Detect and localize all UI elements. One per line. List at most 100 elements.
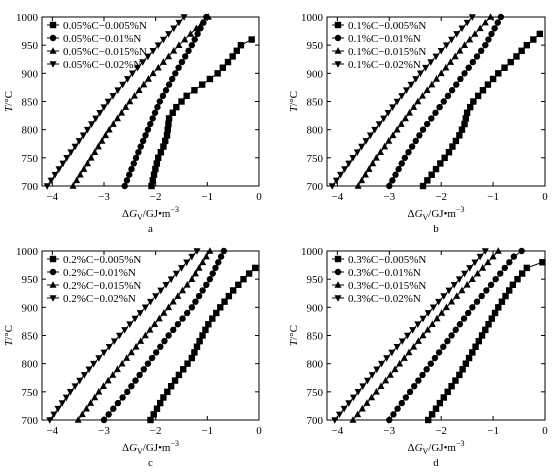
data-point [87, 154, 95, 161]
data-point [440, 394, 447, 401]
data-point [163, 132, 171, 139]
y-tick-label: 800 [22, 359, 39, 371]
data-point [473, 53, 481, 60]
data-point [485, 36, 492, 43]
data-point [157, 149, 165, 156]
data-point [354, 182, 362, 189]
data-point [331, 417, 339, 424]
data-point [365, 165, 373, 172]
y-tick-label: 850 [22, 97, 39, 109]
x-tick-label: −4 [46, 425, 58, 437]
legend-label: 0.3%C−0.02%N [348, 293, 421, 305]
data-point [353, 149, 361, 156]
x-tick-label: −1 [201, 425, 213, 437]
data-point [154, 63, 162, 71]
legend: 0.05%C−0.005%N0.05%C−0.01%N0.05%C−0.015%… [47, 20, 147, 71]
data-point [91, 148, 99, 155]
data-point [188, 354, 196, 362]
data-point [215, 259, 222, 266]
data-point [471, 259, 479, 267]
data-point [121, 182, 128, 190]
data-point [162, 137, 169, 145]
data-point [354, 410, 362, 418]
data-point [425, 416, 432, 424]
data-point [484, 258, 492, 266]
data-point [460, 315, 468, 322]
data-point [498, 298, 506, 305]
data-point [332, 177, 340, 185]
data-point [507, 58, 514, 66]
data-point [47, 177, 55, 185]
data-point [185, 47, 192, 54]
data-point [188, 275, 196, 282]
data-point [424, 177, 431, 184]
data-point [349, 155, 357, 162]
data-point [466, 265, 474, 272]
data-point [363, 377, 371, 385]
data-point [132, 154, 140, 162]
data-point [487, 13, 494, 20]
x-tick-label: 0 [256, 425, 262, 437]
legend-marker [334, 295, 342, 302]
data-point [169, 109, 176, 116]
y-tick-label: 700 [307, 415, 324, 427]
data-point [179, 315, 186, 322]
data-point [406, 108, 414, 116]
data-point [428, 80, 436, 88]
y-axis-label: T/°C [288, 325, 300, 346]
data-point [130, 92, 138, 99]
data-point [199, 258, 207, 266]
data-point [453, 81, 460, 88]
data-point [406, 388, 414, 396]
data-point [220, 247, 228, 255]
y-tick-label: 750 [307, 153, 324, 165]
data-point [157, 343, 164, 350]
legend-marker [334, 34, 342, 42]
legend-label: 0.2%C−0.02%N [63, 293, 136, 305]
data-point [164, 126, 171, 133]
data-point [248, 36, 255, 43]
y-tick-label: 850 [307, 331, 324, 343]
data-point [195, 292, 203, 300]
data-point [69, 182, 77, 189]
data-point [76, 377, 84, 385]
data-point [396, 359, 404, 367]
data-point [427, 360, 435, 367]
legend-label: 0.05%C−0.005%N [63, 20, 147, 32]
data-point [109, 371, 117, 378]
legend-label: 0.05%C−0.02%N [63, 59, 141, 71]
data-point [408, 143, 416, 150]
data-point [478, 332, 486, 339]
data-point [479, 87, 487, 94]
data-point [458, 286, 466, 294]
legend-marker [334, 61, 342, 68]
y-tick-label: 950 [307, 274, 324, 286]
data-point [510, 253, 518, 260]
data-point [147, 120, 154, 128]
data-point [416, 132, 423, 139]
data-point [362, 138, 370, 145]
y-tick-label: 800 [307, 359, 324, 371]
panel-label: d [433, 457, 439, 469]
x-tick-label: −2 [150, 191, 162, 203]
data-point [372, 388, 380, 395]
data-point [131, 315, 139, 323]
legend-label: 0.1%C−0.02%N [348, 59, 421, 71]
data-point [385, 137, 393, 144]
legend-marker [49, 34, 57, 42]
data-point [110, 405, 117, 412]
data-point [134, 64, 142, 72]
data-point [148, 182, 155, 190]
data-point [217, 304, 224, 311]
data-point [217, 253, 225, 260]
data-point [214, 70, 221, 77]
data-point [428, 115, 435, 122]
data-point [132, 377, 139, 384]
data-point [183, 259, 191, 267]
data-point [191, 87, 198, 94]
data-point [473, 298, 481, 305]
data-point [487, 281, 495, 288]
data-point [206, 75, 214, 83]
data-point [398, 399, 405, 407]
data-point [130, 160, 137, 167]
